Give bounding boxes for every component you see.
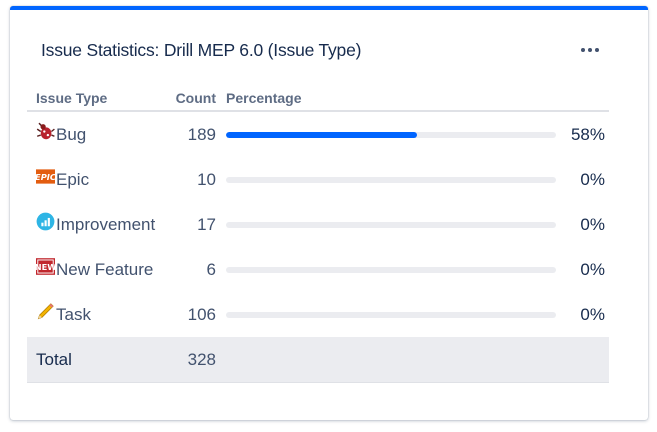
count-link-bug[interactable]: 189 [187,124,216,144]
table-row: Bug 189 58% [27,111,609,157]
bug-icon [36,122,55,140]
percentage-value-new-feature: 0% [580,260,605,279]
count-link-task[interactable]: 106 [187,304,216,324]
percentage-bar-new-feature [226,267,556,273]
percentage-bar-bug [226,132,556,138]
svg-text:EPIC: EPIC [36,172,55,182]
total-row: Total 328 [27,337,609,383]
more-horizontal-icon [580,48,601,52]
issue-type-link-bug[interactable]: Bug [56,124,87,144]
percentage-bar-task [226,312,556,318]
table-header-row: Issue Type Count Percentage [27,86,609,112]
epic-icon: EPIC [36,169,55,184]
more-options-button[interactable] [576,38,604,62]
column-header-issue-type[interactable]: Issue Type [27,86,163,112]
issue-type-link-epic[interactable]: Epic [56,169,90,189]
percentage-bar-epic [226,177,556,183]
percentage-value-improvement: 0% [580,215,605,234]
total-label: Total [27,337,163,383]
improvement-icon [36,212,55,231]
gadget-title: Issue Statistics: Drill MEP 6.0 (Issue T… [41,40,362,60]
issue-type-link-improvement[interactable]: Improvement [56,214,156,234]
table-row: Task 106 0% [27,292,609,337]
issue-type-link-task[interactable]: Task [56,304,91,324]
gadget-header: Issue Statistics: Drill MEP 6.0 (Issue T… [41,40,628,64]
table-row: NEW New Feature 6 0% [27,247,609,292]
total-count: 328 [163,337,226,383]
percentage-value-task: 0% [580,305,605,324]
issue-statistics-table: Issue Type Count Percentage Bug [27,86,609,383]
task-icon [37,303,54,320]
column-header-percentage[interactable]: Percentage [226,86,609,112]
column-header-count[interactable]: Count [163,86,226,112]
table-row: EPIC Epic 10 0% [27,157,609,202]
percentage-value-bug: 58% [570,125,605,144]
count-link-new-feature[interactable]: 6 [206,259,216,279]
count-link-improvement[interactable]: 17 [197,214,216,234]
new-feature-icon: NEW [36,258,55,275]
table-row: Improvement 17 0% [27,202,609,247]
percentage-bar-improvement [226,222,556,228]
count-link-epic[interactable]: 10 [197,169,216,189]
issue-type-link-new-feature[interactable]: New Feature [56,259,154,279]
svg-text:NEW: NEW [36,262,55,272]
percentage-value-epic: 0% [580,170,605,189]
